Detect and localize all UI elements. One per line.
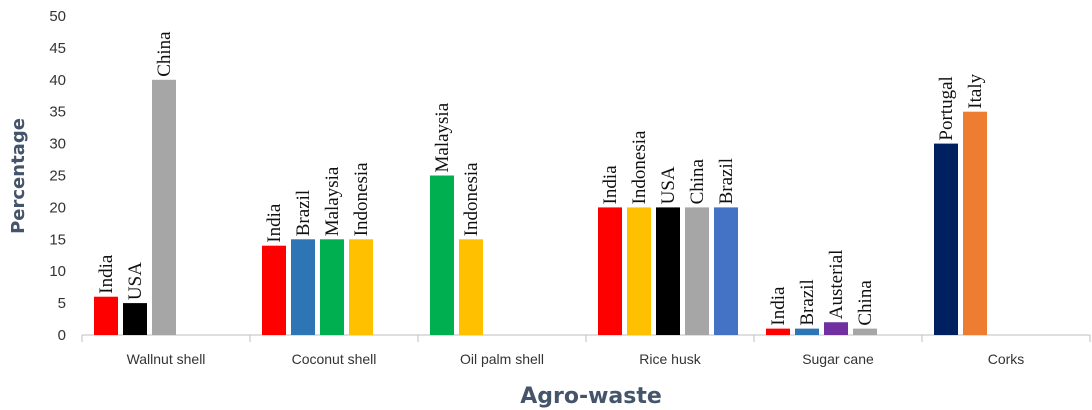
bar-data-label: China	[855, 280, 876, 326]
bar	[430, 175, 454, 335]
category-label: Coconut shell	[292, 351, 377, 367]
x-axis: Wallnut shell Coconut shell Oil palm shell…	[81, 334, 1091, 367]
bar	[934, 143, 958, 335]
y-tick-label: 5	[58, 295, 66, 312]
bar-data-label: Malaysia	[432, 102, 453, 172]
bar-data-label: Indonesia	[461, 162, 482, 236]
bar	[291, 239, 315, 335]
y-tick-label: 20	[49, 199, 66, 216]
bar-data-label: USA	[658, 166, 679, 204]
bar	[627, 207, 651, 335]
bar-data-label: Brazil	[716, 158, 737, 204]
bar	[824, 322, 848, 335]
bar	[685, 207, 709, 335]
y-tick-label: 10	[49, 263, 66, 280]
bar-data-label: India	[768, 286, 789, 326]
y-axis-title: Percentage	[8, 118, 29, 234]
bar-labels: India USA China India Brazil Malaysia Indonesi…	[96, 31, 986, 326]
x-axis-title: Agro-waste	[520, 384, 662, 409]
bar	[152, 79, 176, 335]
y-tick-label: 15	[49, 231, 66, 248]
bar-data-label: Malaysia	[322, 166, 343, 236]
bar	[320, 239, 344, 335]
y-tick-label: 35	[49, 104, 66, 121]
bar-data-label: Italy	[965, 73, 986, 108]
y-tick-label: 50	[49, 8, 66, 25]
y-axis: 0 5 10 15 20 25 30 35 40 45 50	[49, 8, 66, 344]
bar-data-label: China	[687, 158, 708, 204]
bar	[349, 239, 373, 335]
bar-data-label: India	[96, 254, 117, 294]
bar-data-label: USA	[125, 262, 146, 300]
bar-data-label: Indonesia	[629, 130, 650, 204]
bar	[963, 111, 987, 335]
y-tick-label: 45	[49, 40, 66, 57]
bar	[656, 207, 680, 335]
y-tick-label: 25	[49, 168, 66, 185]
bar	[795, 328, 819, 335]
y-tick-label: 40	[49, 72, 66, 89]
bar-data-label: Indonesia	[351, 162, 372, 236]
bar	[598, 207, 622, 335]
bar	[94, 296, 118, 335]
bar-data-label: Austerial	[826, 250, 847, 320]
y-tick-label: 0	[58, 327, 66, 344]
bar	[262, 245, 286, 335]
bar	[459, 239, 483, 335]
bar-data-label: Brazil	[293, 190, 314, 236]
bar-data-label: India	[264, 203, 285, 243]
category-label: Oil palm shell	[460, 351, 544, 367]
bar-data-label: Brazil	[797, 279, 818, 325]
bar-data-label: India	[600, 165, 621, 205]
category-label: Corks	[988, 351, 1025, 367]
bar-data-label: China	[154, 31, 175, 77]
bar	[714, 207, 738, 335]
y-tick-label: 30	[49, 136, 66, 153]
bars	[94, 79, 987, 335]
bar	[853, 328, 877, 335]
category-label: Rice husk	[639, 351, 701, 367]
bar	[766, 328, 790, 335]
bar	[123, 303, 147, 335]
category-label: Wallnut shell	[127, 351, 206, 367]
category-label: Sugar cane	[802, 351, 874, 367]
bar-data-label: Portugal	[936, 76, 957, 140]
